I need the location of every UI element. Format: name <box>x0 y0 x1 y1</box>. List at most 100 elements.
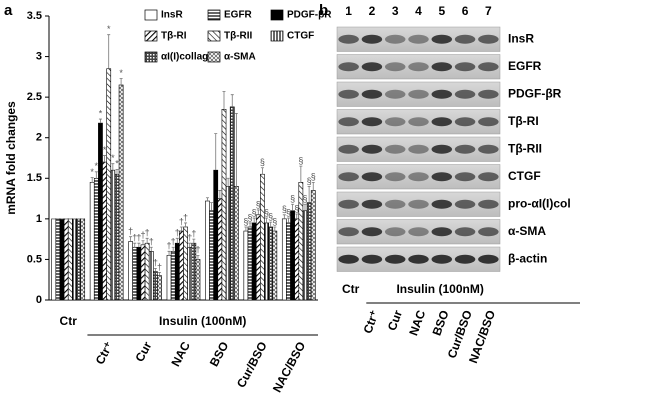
error-bar <box>210 202 214 211</box>
error-bar <box>175 237 179 244</box>
error-bar <box>282 214 286 219</box>
blot-band <box>454 117 476 127</box>
y-tick-label: 3.5 <box>27 10 42 22</box>
control-label: Ctr <box>342 282 360 296</box>
error-bar <box>256 209 260 215</box>
x-tick-label: Ctr <box>60 314 78 328</box>
legend-label: αI(I)collagen <box>161 52 220 63</box>
significance-mark: † <box>149 237 154 247</box>
blot-band <box>454 254 476 264</box>
bar <box>102 161 107 301</box>
bar <box>243 230 249 301</box>
legend-swatch <box>144 9 158 21</box>
error-bar <box>141 240 145 245</box>
blot-band <box>384 199 406 209</box>
significance-mark: * <box>103 145 107 155</box>
bar <box>132 246 138 301</box>
blot-band <box>408 227 429 237</box>
significance-mark: † <box>179 216 184 226</box>
error-bar <box>214 133 218 171</box>
error-bar <box>171 246 175 252</box>
blot-row-label: PDGF-βR <box>508 86 562 100</box>
error-bar <box>205 197 209 202</box>
bar <box>93 177 99 301</box>
error-bar <box>188 242 192 248</box>
error-bar <box>98 118 102 124</box>
error-bar <box>158 272 162 276</box>
error-bar <box>260 167 264 175</box>
bar <box>59 218 65 301</box>
group-label: Insulin (100nM) <box>159 314 246 328</box>
significance-mark: † <box>153 258 158 268</box>
legend-swatch <box>144 30 158 42</box>
blot-band <box>384 172 406 182</box>
blot-band <box>431 34 453 44</box>
blot-band <box>431 144 453 154</box>
error-bar <box>179 226 183 232</box>
blot-row-label: CTGF <box>508 169 541 183</box>
error-bar <box>218 190 222 199</box>
blot-band <box>361 199 383 209</box>
significance-mark: § <box>282 204 287 214</box>
bar <box>272 230 278 301</box>
blot-band <box>338 227 359 237</box>
y-tick-label: 2 <box>36 132 42 144</box>
blot-band <box>431 117 453 127</box>
legend-label: Tβ-RI <box>161 31 187 42</box>
bar <box>51 218 57 301</box>
significance-mark: § <box>268 211 273 221</box>
blot-row-label: β-actin <box>508 251 547 265</box>
significance-mark: § <box>311 172 316 182</box>
bar <box>72 218 77 301</box>
blot-band <box>454 227 476 237</box>
error-bar <box>252 217 256 223</box>
error-bar <box>137 242 141 248</box>
blot-band <box>431 199 453 209</box>
lane-number: 4 <box>415 4 422 18</box>
bar <box>128 241 133 301</box>
blot-band <box>454 62 476 72</box>
y-tick-label: 2.5 <box>27 91 42 103</box>
significance-mark: † <box>128 226 133 236</box>
error-bar <box>234 112 238 187</box>
legend-swatch <box>207 9 221 21</box>
significance-mark: † <box>140 230 145 240</box>
blot-band <box>454 172 476 182</box>
y-tick-label: 1 <box>36 213 42 225</box>
bar <box>294 218 300 301</box>
error-bar <box>90 177 94 183</box>
lane-number: 3 <box>392 4 399 18</box>
blot-band <box>431 89 453 99</box>
bar <box>76 218 81 301</box>
blot-band <box>408 172 429 182</box>
significance-mark: * <box>90 167 94 177</box>
bar <box>55 218 61 301</box>
error-bar <box>145 237 149 244</box>
blot-band <box>478 62 499 72</box>
blot-band <box>361 144 383 154</box>
x-tick-label: NAC/BSO <box>270 339 308 394</box>
bar <box>110 169 116 301</box>
blot-band <box>384 34 406 44</box>
significance-mark: * <box>111 153 115 163</box>
error-bar <box>265 217 269 223</box>
significance-mark: * <box>119 68 123 78</box>
error-bar <box>303 203 307 211</box>
blot-band <box>338 34 359 44</box>
y-tick-label: 0 <box>36 294 42 306</box>
blot-band <box>408 199 429 209</box>
error-bar <box>311 181 315 191</box>
blot-band <box>408 144 429 154</box>
blot-band <box>338 254 359 264</box>
significance-mark: * <box>95 161 99 171</box>
bar <box>153 271 158 301</box>
blot-band <box>454 34 476 44</box>
bar <box>234 186 239 301</box>
x-tick-label: NAC <box>168 339 193 369</box>
blot-band <box>361 89 383 99</box>
blot-band <box>384 62 406 72</box>
error-bar <box>226 177 230 187</box>
bar <box>187 246 193 301</box>
error-bar <box>269 221 273 227</box>
error-bar <box>291 203 295 211</box>
